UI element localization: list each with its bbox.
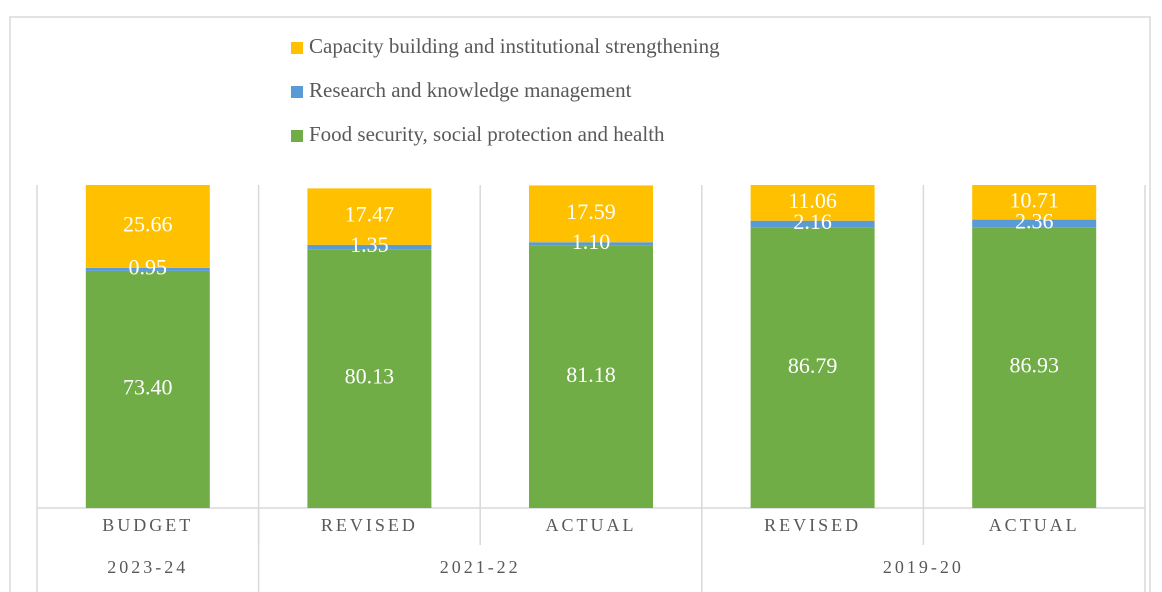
legend-label: Capacity building and institutional stre… (309, 34, 720, 58)
x-tick-label: REVISED (764, 515, 861, 535)
x-tick-label: ACTUAL (989, 515, 1080, 535)
x-tick-label: BUDGET (102, 515, 193, 535)
data-label: 1.10 (572, 229, 611, 254)
bar-segment (529, 242, 653, 246)
group-label: 2023-24 (107, 557, 188, 577)
legend-swatch (291, 42, 303, 54)
group-label: 2021-22 (440, 557, 521, 577)
data-label: 81.18 (566, 362, 616, 387)
bar-segment (529, 185, 653, 243)
bar-segment (972, 185, 1097, 220)
data-label: 10.71 (1009, 187, 1059, 212)
group-label: 2019-20 (883, 557, 964, 577)
data-label: 2.16 (793, 209, 832, 234)
bar-segment (972, 227, 1097, 508)
bar-segment (85, 267, 210, 271)
data-label: 17.59 (566, 199, 616, 224)
legend-label: Food security, social protection and hea… (309, 122, 665, 146)
bar-segment (972, 219, 1097, 228)
bar-segment (85, 184, 210, 268)
data-label: 1.35 (350, 232, 389, 257)
data-label: 11.06 (788, 188, 837, 213)
data-label: 86.79 (788, 353, 838, 378)
bar-segment (85, 270, 210, 508)
data-label: 86.93 (1009, 353, 1059, 378)
bar-segment (750, 227, 875, 508)
bar-segment (750, 184, 875, 221)
legend-swatch (291, 86, 303, 98)
chart-frame (9, 16, 1151, 592)
data-label: 2.36 (1015, 208, 1054, 233)
data-label: 0.95 (129, 254, 168, 279)
data-label: 73.40 (123, 375, 173, 400)
data-label: 25.66 (123, 211, 173, 236)
bar-segment (307, 249, 432, 508)
bar-segment (750, 220, 875, 228)
legend-label: Research and knowledge management (309, 78, 632, 102)
x-tick-label: ACTUAL (546, 515, 637, 535)
bar-segment (307, 188, 432, 245)
x-tick-label: REVISED (321, 515, 418, 535)
data-label: 80.13 (345, 364, 395, 389)
legend-swatch (291, 130, 303, 142)
bar-segment (307, 244, 432, 250)
data-label: 17.47 (345, 202, 395, 227)
bar-segment (529, 245, 653, 508)
